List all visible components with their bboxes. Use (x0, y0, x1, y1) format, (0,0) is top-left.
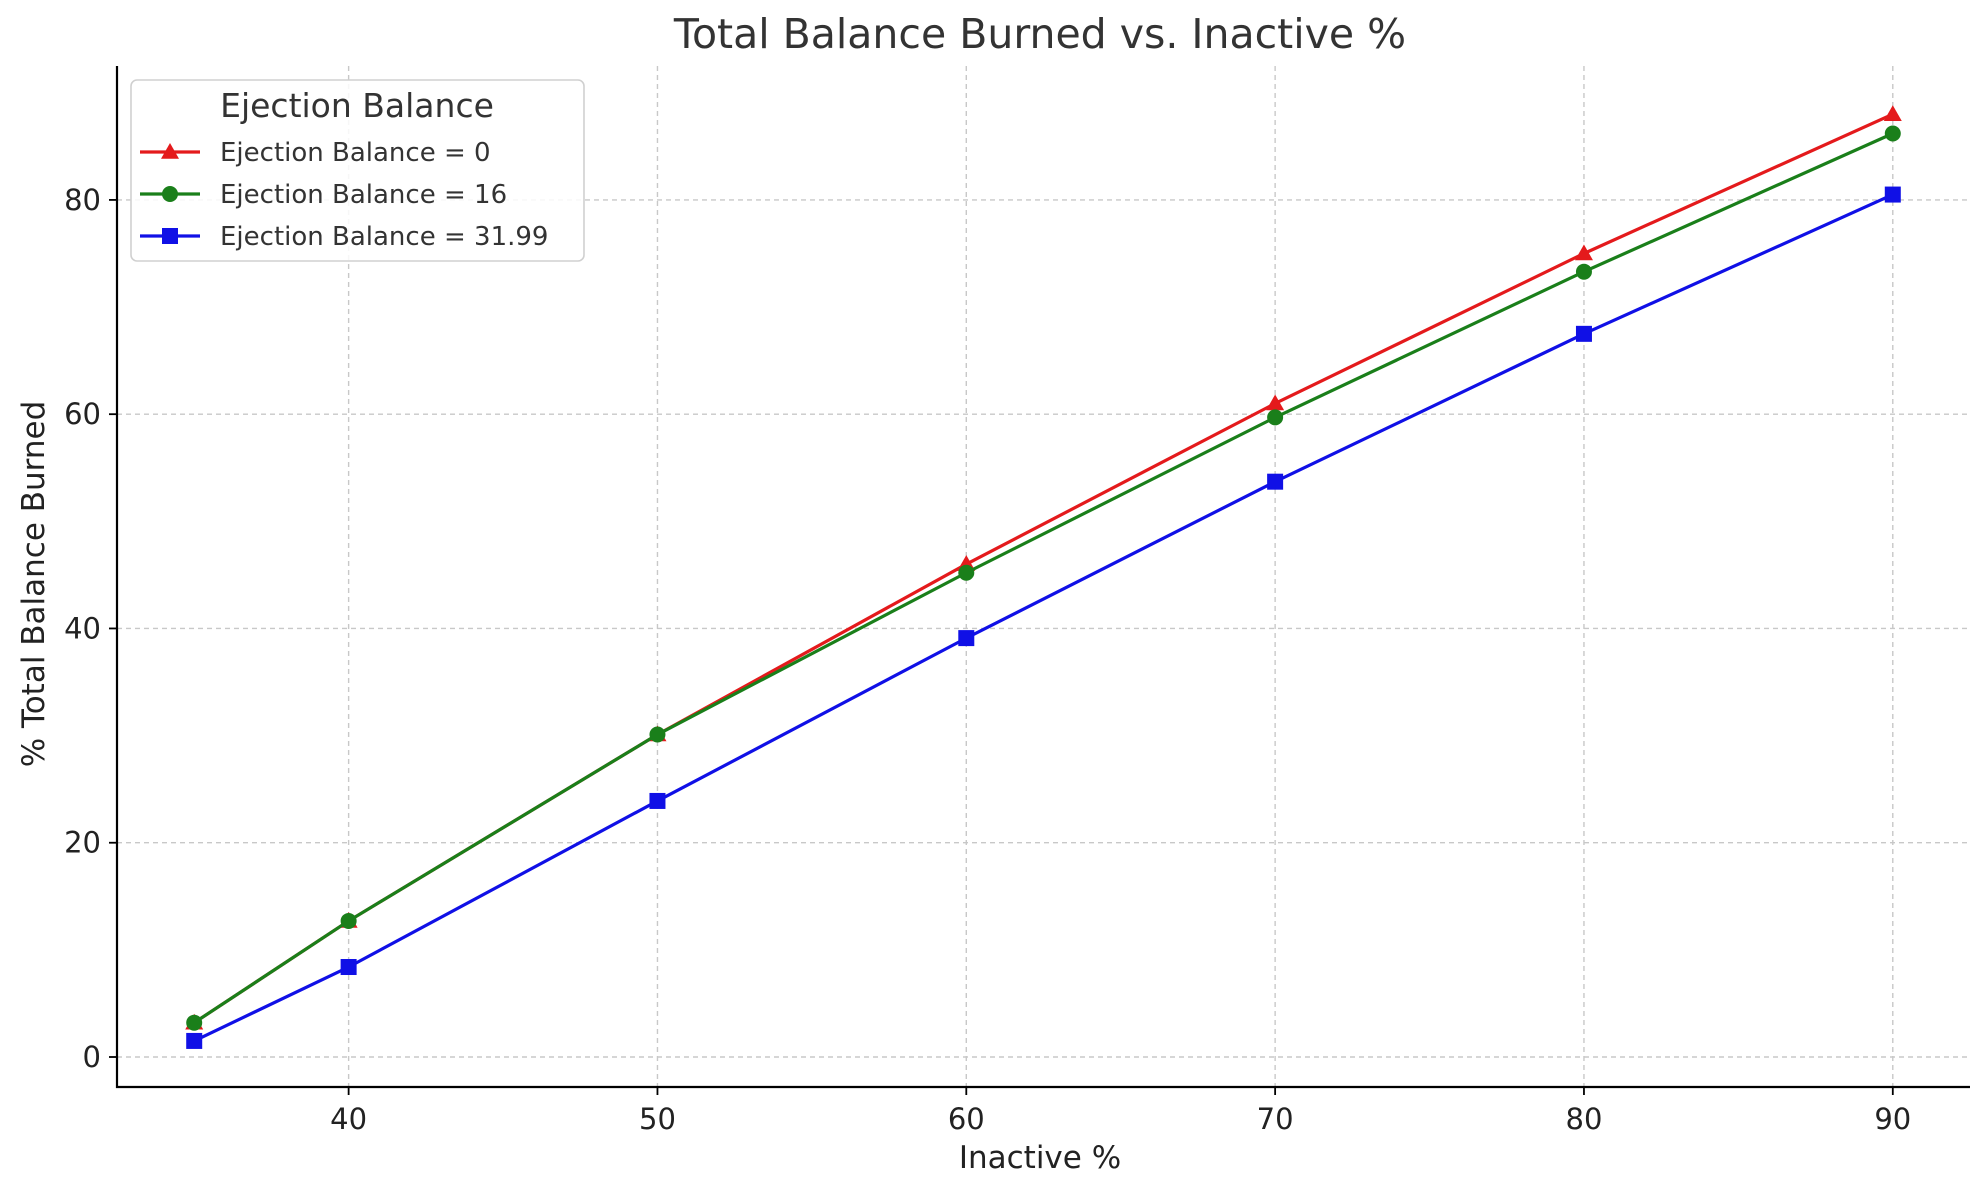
data-point (1575, 263, 1592, 280)
x-tick-label: 90 (1874, 1102, 1911, 1136)
axis-spines (115, 66, 1970, 1089)
legend-swatch-marker (162, 228, 178, 244)
legend-entry-3: Ejection Balance = 31.99 (140, 222, 548, 252)
x-tick-label: 70 (1257, 1102, 1294, 1136)
data-point (186, 1014, 203, 1031)
y-tick-label: 20 (64, 826, 101, 860)
data-point (1266, 394, 1285, 411)
data-point (1884, 125, 1901, 142)
data-point (1574, 244, 1593, 261)
x-axis-label: Inactive % (959, 1140, 1121, 1176)
data-point (1884, 186, 1901, 203)
data-point (649, 726, 666, 743)
data-point (340, 959, 357, 976)
y-tick-label: 60 (64, 397, 101, 431)
x-tick-label: 40 (330, 1102, 367, 1136)
legend-entry-2: Ejection Balance = 16 (140, 180, 507, 210)
data-point (340, 912, 357, 929)
data-point (186, 1032, 203, 1049)
legend-entry-1: Ejection Balance = 0 (140, 138, 491, 168)
x-tick-label: 80 (1566, 1102, 1603, 1136)
x-tick-label: 60 (948, 1102, 985, 1136)
y-axis-label: % Total Balance Burned (16, 401, 52, 768)
series-line (193, 132, 1894, 1025)
legend-label: Ejection Balance = 31.99 (220, 222, 548, 252)
legend-box (130, 79, 585, 262)
legend-title: Ejection Balance (220, 86, 494, 125)
data-point (1267, 409, 1284, 426)
y-tick-label: 40 (64, 611, 101, 645)
series-line (193, 193, 1894, 1043)
data-point (958, 630, 975, 647)
legend-label: Ejection Balance = 16 (220, 180, 507, 210)
data-point (1883, 105, 1902, 121)
legend-label: Ejection Balance = 0 (220, 138, 491, 168)
data-point (958, 564, 975, 581)
axes: 40 50 60 70 80 90 0 20 40 60 80 (64, 66, 1970, 1136)
series (185, 105, 1902, 1049)
legend-swatch-marker (161, 143, 179, 159)
x-tick-label: 50 (639, 1102, 676, 1136)
series-3 (186, 186, 1901, 1049)
legend-entries: Ejection Balance = 0 Ejection Balance = 1… (140, 138, 548, 252)
chart-title: Total Balance Burned vs. Inactive % (673, 10, 1406, 58)
data-point (1267, 473, 1284, 490)
legend: Ejection Balance Ejection Balance = 0Eje… (130, 79, 585, 262)
y-tick-label: 0 (83, 1040, 101, 1074)
data-point (1575, 325, 1592, 342)
series-2 (186, 125, 1901, 1031)
y-tick-label: 80 (64, 183, 101, 217)
data-point (649, 792, 666, 809)
legend-swatch-marker (162, 186, 178, 202)
